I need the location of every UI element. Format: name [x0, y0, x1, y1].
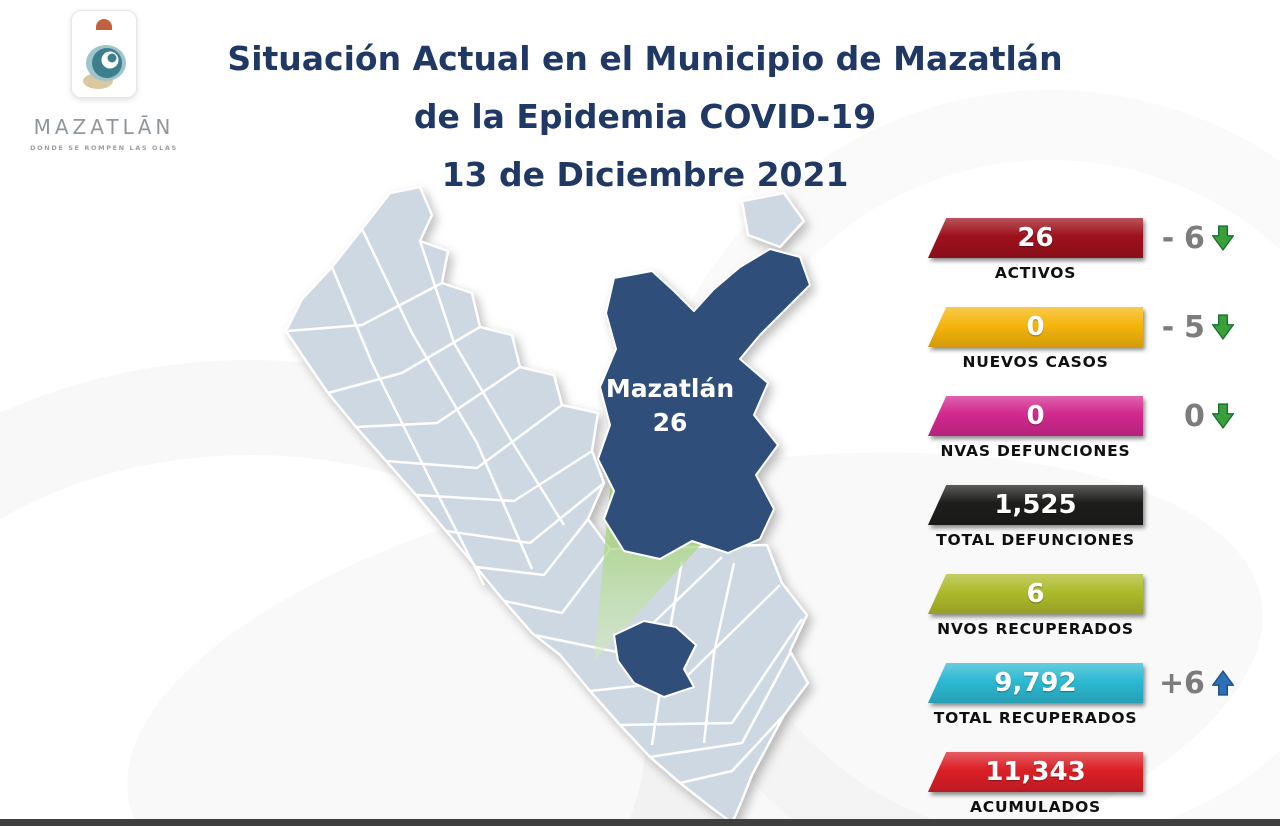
- stat-row: 26 ACTIVOS - 6: [928, 218, 1273, 282]
- stat-row: 11,343 ACUMULADOS: [928, 752, 1273, 816]
- stat-row: 0 NVAS DEFUNCIONES 0: [928, 396, 1273, 460]
- stat-delta: - 5: [1159, 307, 1234, 347]
- stat-delta: [1159, 485, 1184, 525]
- stat-banner: 26: [928, 218, 1143, 258]
- stat-value: 9,792: [994, 668, 1077, 698]
- mazatlan-highlight-region: [597, 248, 811, 560]
- stat-delta-value: 0: [1184, 398, 1205, 434]
- stat-label: ACUMULADOS: [969, 798, 1102, 816]
- mazatlan-logo: MAZATLĀN DONDE SE ROMPEN LAS OLAS: [14, 10, 194, 152]
- detached-municipality: [740, 191, 806, 249]
- stat-row: 6 NVOS RECUPERADOS: [928, 574, 1273, 638]
- stat-label: NUEVOS CASOS: [962, 353, 1109, 371]
- stat-banner: 9,792: [928, 663, 1143, 703]
- stat-delta-value: 6: [1184, 665, 1205, 701]
- stat-value: 0: [1026, 401, 1045, 431]
- stat-value: 26: [1017, 223, 1054, 253]
- stat-label: NVOS RECUPERADOS: [937, 620, 1134, 638]
- stat-delta-sign: +: [1159, 665, 1185, 701]
- arrow-down-icon: [1211, 225, 1234, 251]
- stat-delta-value: 5: [1184, 309, 1205, 345]
- stat-delta-sign: -: [1161, 220, 1175, 256]
- mazatlan-logo-icon: [71, 10, 137, 98]
- page-title: Situación Actual en el Municipio de Maza…: [185, 30, 1105, 204]
- stat-delta: 0: [1159, 396, 1234, 436]
- stat-value: 11,343: [985, 757, 1086, 787]
- map-region-label: Mazatlán: [606, 374, 734, 403]
- stat-row: 0 NUEVOS CASOS - 5: [928, 307, 1273, 371]
- title-line-1: Situación Actual en el Municipio de Maza…: [227, 39, 1063, 78]
- stat-delta: - 6: [1159, 218, 1234, 258]
- sinaloa-map: Mazatlán 26: [262, 183, 822, 826]
- stat-banner: 6: [928, 574, 1143, 614]
- stat-value: 0: [1026, 312, 1045, 342]
- stat-banner: 0: [928, 307, 1143, 347]
- stat-value: 1,525: [994, 490, 1077, 520]
- map-region-value: 26: [653, 408, 688, 437]
- stat-banner: 11,343: [928, 752, 1143, 792]
- stat-label: ACTIVOS: [994, 264, 1077, 282]
- stat-delta: [1159, 752, 1184, 792]
- title-line-2: de la Epidemia COVID-19: [413, 97, 877, 136]
- stat-label: TOTAL RECUPERADOS: [933, 709, 1138, 727]
- stat-row: 9,792 TOTAL RECUPERADOS + 6: [928, 663, 1273, 727]
- arrow-down-icon: [1211, 403, 1234, 429]
- logo-brand-text: MAZATLĀN: [33, 115, 175, 139]
- stat-delta: + 6: [1159, 663, 1234, 703]
- stat-delta-sign: -: [1161, 309, 1175, 345]
- stat-delta-value: 6: [1184, 220, 1205, 256]
- stat-banner: 0: [928, 396, 1143, 436]
- arrow-up-icon: [1211, 670, 1234, 696]
- stat-delta: [1159, 574, 1184, 614]
- arrow-down-icon: [1211, 314, 1234, 340]
- stats-column: 26 ACTIVOS - 6: [928, 218, 1273, 826]
- title-line-3: 13 de Diciembre 2021: [441, 155, 849, 194]
- stat-banner: 1,525: [928, 485, 1143, 525]
- secondary-highlight-region: [613, 620, 697, 698]
- bottom-bar: [0, 819, 1280, 826]
- stat-value: 6: [1026, 579, 1045, 609]
- logo-tagline: DONDE SE ROMPEN LAS OLAS: [30, 144, 178, 152]
- stat-label: NVAS DEFUNCIONES: [940, 442, 1131, 460]
- stat-label: TOTAL DEFUNCIONES: [936, 531, 1135, 549]
- stat-row: 1,525 TOTAL DEFUNCIONES: [928, 485, 1273, 549]
